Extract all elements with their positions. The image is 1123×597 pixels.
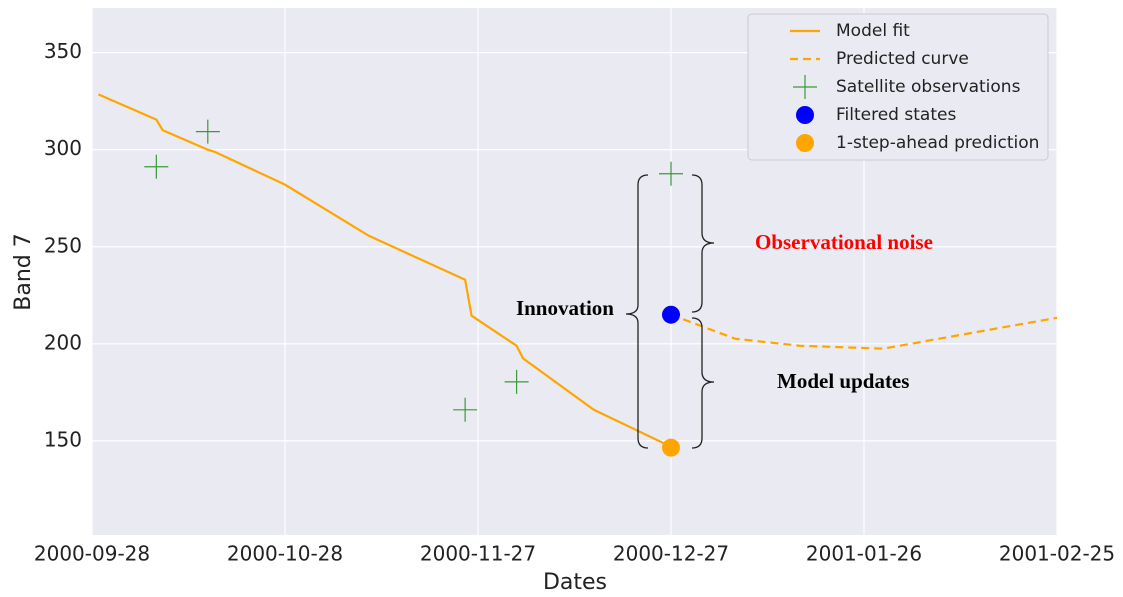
- y-tick-label: 150: [44, 427, 82, 451]
- plus-marker: [504, 369, 529, 394]
- line: [670, 313, 1058, 350]
- legend-swatch: [796, 106, 814, 124]
- annotation: Innovation: [516, 296, 614, 320]
- legend-label: Model fit: [836, 21, 910, 41]
- y-axis-label: Band 7: [11, 233, 36, 310]
- legend-swatch: [793, 75, 817, 99]
- plus-marker: [659, 161, 683, 186]
- legend: Model fit Predicted curve Satellite observ…: [747, 13, 1049, 161]
- x-tick-label: 2000-12-27: [613, 542, 729, 566]
- y-tick-label: 350: [44, 39, 82, 63]
- dot-marker: [662, 438, 680, 457]
- plus-marker: [195, 119, 220, 144]
- annotation: Observational noise: [755, 230, 933, 254]
- legend-box: [747, 13, 1049, 161]
- braces: [625, 174, 715, 449]
- legend-label: Filtered states: [836, 105, 956, 125]
- legend-label: 1-step-ahead prediction: [836, 133, 1039, 153]
- y-tick-label: 200: [44, 330, 82, 354]
- x-axis-label: Dates: [543, 570, 607, 595]
- y-tick-label: 250: [44, 233, 82, 257]
- plus-marker: [453, 397, 478, 422]
- x-tick-label: 2000-10-28: [227, 542, 343, 566]
- plus-marker: [144, 154, 169, 179]
- legend-label: Predicted curve: [836, 49, 969, 69]
- grid: [91, 8, 1058, 535]
- annotation: Model updates: [777, 369, 909, 393]
- y-tick-label: 300: [44, 136, 82, 160]
- legend-swatch: [796, 134, 814, 152]
- line: [97, 93, 672, 448]
- dot-marker: [662, 305, 680, 324]
- x-tick-label: 2001-01-26: [806, 542, 922, 566]
- x-tick-label: 2001-02-25: [999, 542, 1115, 566]
- marks: [97, 93, 1058, 457]
- x-tick-label: 2000-11-27: [420, 542, 536, 566]
- legend-label: Satellite observations: [836, 77, 1021, 97]
- x-tick-label: 2000-09-28: [34, 542, 150, 566]
